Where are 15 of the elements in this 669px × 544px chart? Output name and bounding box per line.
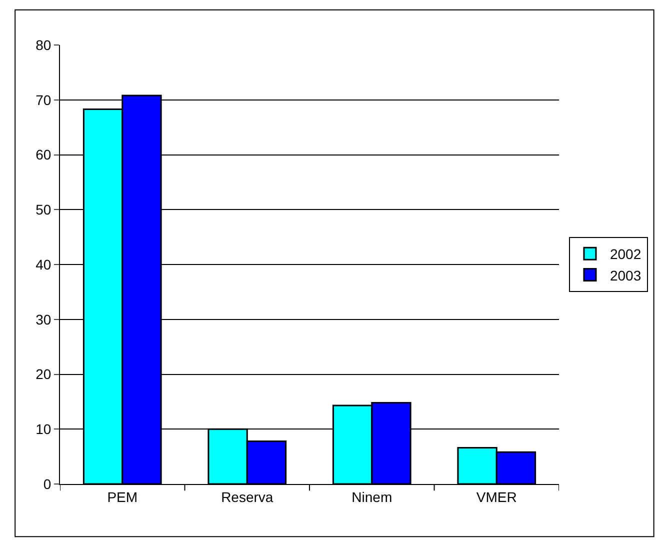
y-tick-label: 80 [36, 36, 52, 53]
legend-label: 2003 [610, 267, 642, 284]
x-tick-label: Ninem [352, 488, 392, 505]
y-tick-label: 10 [36, 421, 52, 438]
x-tick-label: Reserva [221, 488, 274, 505]
y-tick-label: 60 [36, 146, 52, 163]
y-tick-label: 50 [36, 202, 52, 218]
y-tick-label: 70 [36, 92, 52, 108]
x-tick-label: VMER [476, 488, 517, 505]
y-tick-label: 20 [36, 366, 52, 382]
x-tick-label: PEM [107, 488, 138, 505]
y-tick-label: 0 [43, 476, 52, 492]
legend-label: 2002 [610, 246, 642, 262]
y-tick-label: 40 [36, 256, 52, 272]
y-tick-label: 30 [36, 311, 52, 328]
